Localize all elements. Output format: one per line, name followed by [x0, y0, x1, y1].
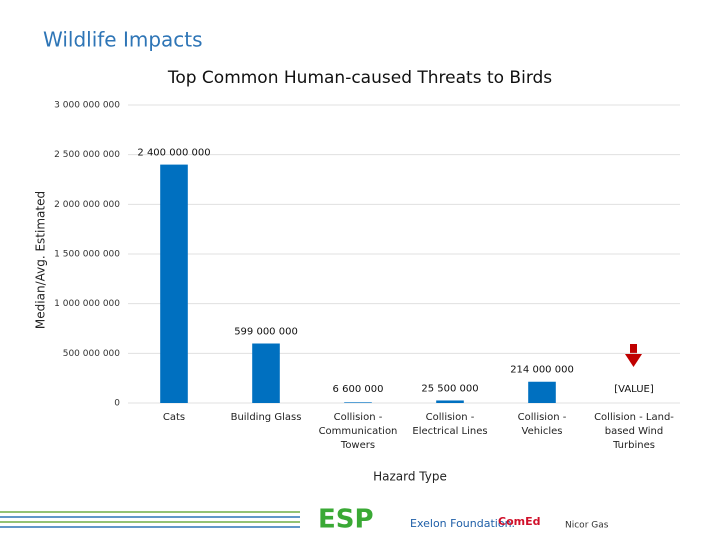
footer-stripes	[0, 511, 300, 528]
red-arrow	[625, 344, 642, 367]
data-label: 214 000 000	[510, 365, 574, 376]
data-label: 2 400 000 000	[137, 148, 210, 159]
bar	[436, 400, 464, 403]
logo: Exelon Foundation.	[410, 517, 515, 530]
y-tick-label: 1 000 000 000	[54, 299, 120, 309]
x-tick-label: Cats	[162, 412, 186, 423]
x-tick-label: Collision - Electrical Lines	[412, 412, 488, 437]
y-tick-label: 3 000 000 000	[54, 101, 120, 111]
x-tick-label: Collision - Vehicles	[517, 412, 567, 437]
logo: Nicor Gas	[565, 521, 609, 531]
bar	[252, 343, 280, 403]
data-label: 6 600 000	[333, 384, 384, 395]
y-axis-label: Median/Avg. Estimated	[34, 191, 48, 329]
x-tick-label: Building Glass	[230, 412, 302, 423]
bar	[344, 402, 372, 403]
data-label: [VALUE]	[614, 384, 654, 395]
x-axis-label: Hazard Type	[373, 470, 447, 484]
y-tick-label: 2 000 000 000	[54, 200, 120, 210]
y-tick-label: 1 500 000 000	[54, 250, 120, 260]
x-tick-label: Collision - Communication Towers	[318, 412, 398, 451]
slide-title: Wildlife Impacts	[43, 28, 203, 52]
bar	[528, 381, 556, 403]
y-tick-label: 0	[114, 399, 120, 409]
bar	[160, 164, 188, 403]
data-label: 25 500 000	[421, 383, 478, 394]
data-label: 599 000 000	[234, 326, 298, 337]
y-tick-label: 2 500 000 000	[54, 150, 120, 160]
logo: ESP	[318, 505, 374, 535]
y-tick-label: 500 000 000	[63, 349, 121, 359]
chart-title: Top Common Human-caused Threats to Birds	[167, 68, 552, 88]
logo: ComEd	[498, 515, 540, 528]
x-tick-label: Collision - Land-based Wind Turbines	[594, 412, 674, 451]
